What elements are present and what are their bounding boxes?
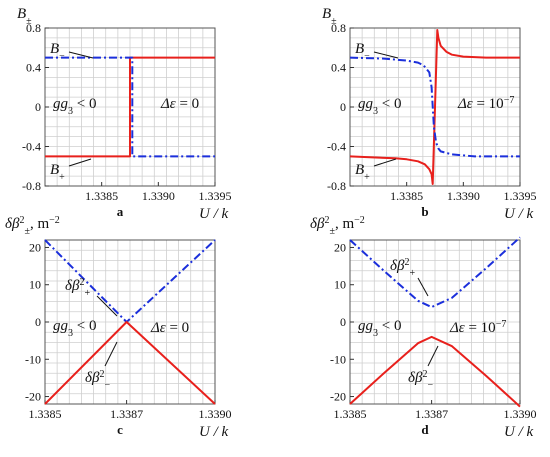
annotation-b-plus: B+ [355, 162, 370, 183]
annotation-gg3: gg3 < 0 [53, 318, 96, 339]
panel-letter: a [117, 204, 124, 219]
panel-letter: d [421, 422, 429, 437]
annotations: B− B+ gg3 < 0 Δε = 10−7 [355, 41, 514, 183]
x-axis-label: U / k [504, 206, 534, 222]
x-axis-label: U / k [199, 424, 229, 440]
y-tick-label: -20 [25, 390, 41, 404]
y-tick-label: 0.4 [26, 61, 41, 75]
panel-letter: b [421, 204, 428, 219]
annotation-delta-epsilon: Δε = 0 [150, 320, 189, 336]
x-tick-label: 1.3387 [110, 407, 143, 421]
leader-line [417, 277, 429, 297]
x-tick-label: 1.3390 [142, 189, 175, 203]
y-tick-label: 0.4 [331, 61, 346, 75]
y-tick-label: -0.4 [327, 140, 346, 154]
y-tick-label: 0 [35, 315, 41, 329]
y-tick-label: 0 [35, 100, 41, 114]
x-tick-label: 1.3390 [447, 189, 480, 203]
y-tick-label: 0.8 [26, 21, 41, 35]
chart-panel-d: 20 10 0 -10 -20 1.3385 1.3387 1.3390 δβ2±, m−2 U … [310, 215, 537, 441]
series-line-b [44, 321, 216, 405]
annotation-b-minus: B− [355, 41, 370, 62]
leader-line [96, 295, 118, 317]
y-tick-label: -10 [25, 352, 41, 366]
y-tick-label: 20 [29, 240, 41, 254]
y-axis-label: B± [17, 6, 32, 27]
x-axis-label: U / k [199, 206, 229, 222]
x-tick-label: 1.3385 [334, 407, 367, 421]
annotation-dbeta-minus: δβ2− [85, 369, 110, 391]
leader-line [373, 158, 397, 167]
leader-line [373, 51, 399, 59]
leader-line [104, 341, 118, 367]
annotations: δβ2+ gg3 < 0 Δε = 10−7 δβ2− [358, 257, 506, 391]
leader-line [68, 158, 92, 167]
y-tick-label: 0.8 [331, 21, 346, 35]
panel-letter: c [117, 422, 123, 437]
annotation-gg3: gg3 < 0 [358, 96, 401, 117]
y-tick-label: -10 [330, 352, 346, 366]
x-tick-label: 1.3387 [415, 407, 448, 421]
annotation-gg3: gg3 < 0 [358, 318, 401, 339]
grid [349, 239, 521, 405]
x-axis-label: U / k [504, 424, 534, 440]
y-tick-label: 10 [334, 278, 346, 292]
series-line-b [349, 56, 520, 158]
x-tick-label: 1.3395 [199, 189, 232, 203]
y-tick-label: -20 [330, 390, 346, 404]
x-tick-label: 1.3390 [504, 407, 537, 421]
series-line-a [45, 56, 215, 158]
annotation-dbeta-plus: δβ2+ [390, 257, 415, 279]
chart-panel-b: 0.8 0.4 0 -0.4 -0.8 1.3385 1.3390 1.3395 B± U / k… [322, 6, 537, 222]
y-axis-label: δβ2±, m−2 [310, 215, 365, 237]
y-axis-label: B± [322, 6, 337, 27]
x-tick-label: 1.3390 [199, 407, 232, 421]
annotation-dbeta-plus: δβ2+ [65, 277, 90, 299]
y-tick-label: 10 [29, 278, 41, 292]
chart-panel-c: 20 10 0 -10 -20 1.3385 1.3387 1.3390 δβ2±, m−2 U … [5, 215, 232, 441]
y-tick-label: 0 [340, 100, 346, 114]
annotation-delta-epsilon: Δε = 10−7 [449, 319, 506, 337]
annotations: B− B+ gg3 < 0 Δε = 0 [50, 41, 199, 183]
y-tick-label: -0.4 [22, 140, 41, 154]
annotation-b-minus: B− [50, 41, 65, 62]
y-tick-label: -0.8 [22, 179, 41, 193]
annotation-delta-epsilon: Δε = 0 [160, 96, 199, 112]
chart-panel-a: 0.8 0.4 0 -0.4 -0.8 1.3385 1.3390 1.3395 B± U / k… [17, 6, 232, 222]
x-tick-label: 1.3385 [29, 407, 62, 421]
leader-line [427, 345, 439, 367]
x-tick-label: 1.3385 [390, 189, 423, 203]
y-tick-label: 20 [334, 240, 346, 254]
x-tick-label: 1.3385 [85, 189, 118, 203]
y-axis-label: δβ2±, m−2 [5, 215, 60, 237]
series-line-b [45, 56, 215, 158]
series-line-a [349, 29, 520, 185]
annotations: δβ2+ gg3 < 0 Δε = 0 δβ2− [53, 277, 189, 391]
annotation-dbeta-minus: δβ2− [408, 369, 433, 391]
series-line-b [349, 335, 521, 408]
y-tick-label: 0 [340, 315, 346, 329]
annotation-b-plus: B+ [50, 162, 65, 183]
y-tick-label: -0.8 [327, 179, 346, 193]
annotation-delta-epsilon: Δε = 10−7 [457, 95, 514, 113]
x-tick-label: 1.3395 [504, 189, 537, 203]
leader-line [68, 51, 94, 59]
annotation-gg3: gg3 < 0 [53, 96, 96, 117]
